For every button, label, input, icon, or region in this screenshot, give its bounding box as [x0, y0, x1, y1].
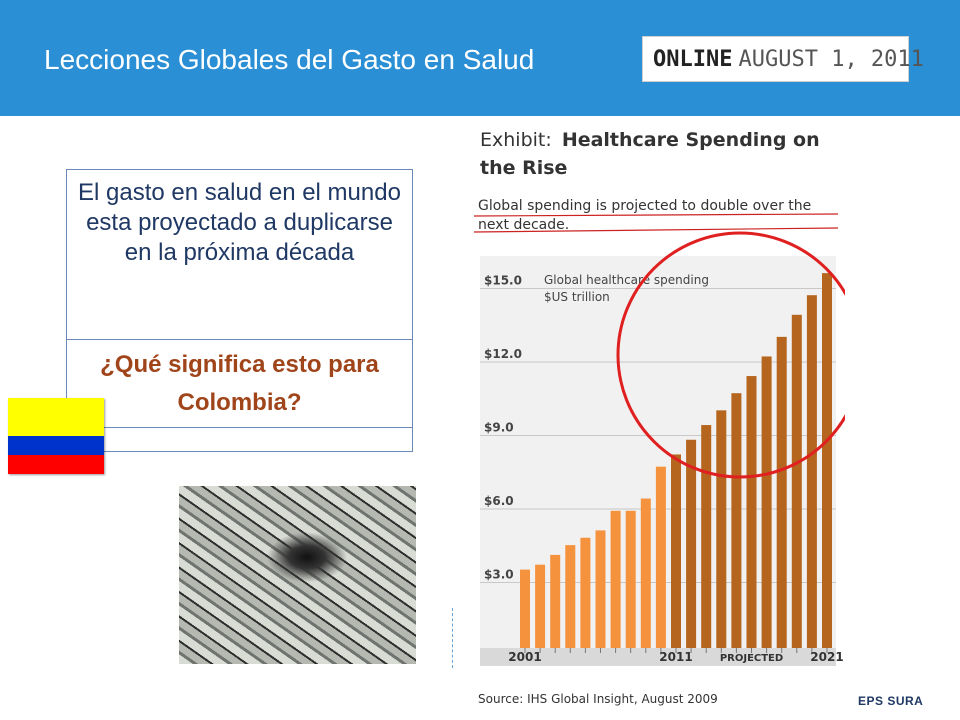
- slide-title: Lecciones Globales del Gasto en Salud: [44, 44, 535, 75]
- x-axis-band: [480, 648, 836, 666]
- chart-title-line1: Exhibit: Healthcare Spending on: [480, 129, 820, 151]
- bar: [550, 554, 561, 648]
- statement-text: El gasto en salud en el mundo esta proye…: [67, 170, 412, 340]
- highlight-circle: [616, 231, 845, 479]
- flag-stripe-red: [8, 455, 104, 474]
- bar: [565, 545, 576, 648]
- footer-brand: EPS SURA: [858, 694, 924, 708]
- x-tick-label: 2011: [659, 650, 692, 664]
- bar: [580, 537, 591, 648]
- dashed-divider: [452, 608, 453, 668]
- bar: [595, 530, 606, 648]
- x-tick-label: 2001: [508, 650, 541, 664]
- bar: [625, 510, 636, 648]
- bar: [535, 564, 546, 648]
- y-tick-label: $3.0: [484, 568, 514, 582]
- chart-annotation-line2: $US trillion: [544, 290, 610, 304]
- healthcare-spending-chart: Exhibit: Healthcare Spending on the Rise…: [473, 129, 845, 706]
- flag-stripe-blue: [8, 436, 104, 455]
- bar: [520, 569, 530, 648]
- plot-area: $3.0 $6.0 $9.0 $12.0 $15.0 2001 2011 PROJECTED 2…: [480, 256, 844, 666]
- colombia-flag: [8, 398, 104, 474]
- bar: [655, 466, 666, 648]
- chart-source: Source: IHS Global Insight, August 2009: [478, 692, 718, 706]
- statement-box: El gasto en salud en el mundo esta proye…: [66, 169, 413, 452]
- underline-1: [473, 213, 839, 217]
- chart-subtitle-line1: Global spending is projected to double o…: [478, 198, 811, 214]
- chart-title-part1: Healthcare Spending on: [562, 129, 820, 151]
- y-tick-label: $15.0: [484, 274, 522, 288]
- bar: [640, 498, 651, 648]
- y-tick-label: $9.0: [484, 421, 514, 435]
- chart-title-prefix: Exhibit:: [480, 129, 552, 151]
- chart-title-line2: the Rise: [480, 157, 567, 179]
- bar: [731, 393, 742, 648]
- publication-date-badge: ONLINE AUGUST 1, 2011: [642, 36, 924, 82]
- x-tick-label: 2021: [810, 650, 843, 664]
- bar: [806, 295, 817, 648]
- flag-stripe-yellow: [8, 398, 104, 436]
- bar: [686, 439, 697, 648]
- underline-2: [473, 227, 839, 233]
- bar: [761, 356, 772, 648]
- bar: [610, 510, 621, 648]
- money-vortex-image: [179, 486, 416, 664]
- chart-subtitle-line2: next decade.: [478, 217, 569, 233]
- bar: [746, 376, 757, 648]
- bar: [701, 425, 712, 648]
- chart-annotation-line1: Global healthcare spending: [544, 273, 709, 287]
- y-tick-label: $12.0: [484, 347, 522, 361]
- bar: [716, 410, 727, 648]
- bar: [776, 336, 787, 648]
- bar: [791, 314, 802, 648]
- question-text: ¿Qué significa esto para Colombia?: [67, 340, 412, 428]
- bar: [822, 273, 832, 648]
- projected-label: PROJECTED: [720, 653, 783, 664]
- y-tick-label: $6.0: [484, 494, 514, 508]
- badge-date: AUGUST 1, 2011: [738, 47, 924, 72]
- bar: [671, 454, 681, 648]
- badge-online-label: ONLINE: [653, 47, 733, 72]
